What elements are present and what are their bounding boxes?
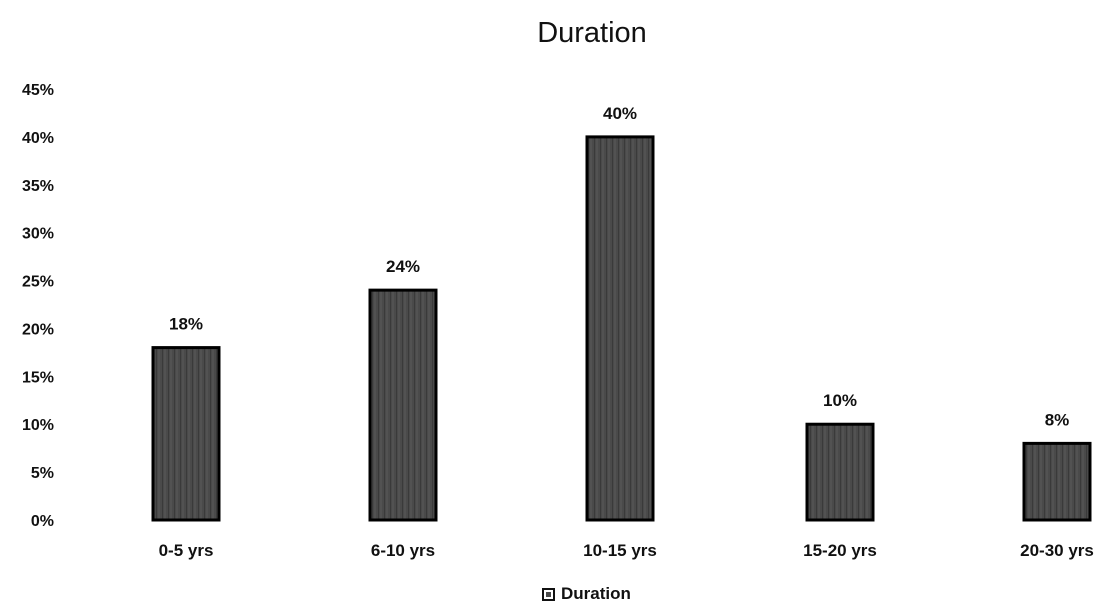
- y-tick-label: 20%: [22, 321, 54, 338]
- data-label: 10%: [823, 391, 857, 410]
- y-tick-label: 0%: [31, 513, 54, 530]
- bar: [585, 135, 655, 522]
- y-tick-label: 10%: [22, 417, 54, 434]
- y-tick-label: 35%: [22, 178, 54, 195]
- x-axis-labels: 0-5 yrs 6-10 yrs 10-15 yrs 15-20 yrs 20-30 y…: [159, 541, 1094, 560]
- y-axis-ticks: 0% 5% 10% 15% 20% 25% 30% 35% 40% 45%: [22, 82, 54, 530]
- x-category-label: 15-20 yrs: [803, 541, 877, 560]
- x-category-label: 0-5 yrs: [159, 541, 214, 560]
- bar: [151, 346, 221, 522]
- legend-label: Duration: [561, 584, 631, 603]
- bars: [151, 135, 1092, 522]
- bar: [805, 422, 875, 522]
- data-labels: 18% 24% 40% 10% 8%: [169, 104, 1069, 429]
- bar: [368, 288, 438, 522]
- x-category-label: 6-10 yrs: [371, 541, 435, 560]
- data-label: 24%: [386, 257, 420, 276]
- y-tick-label: 40%: [22, 130, 54, 147]
- y-tick-label: 45%: [22, 82, 54, 99]
- bar: [1022, 441, 1092, 522]
- legend-swatch-inner: [546, 592, 551, 597]
- data-label: 8%: [1045, 410, 1070, 429]
- legend: Duration: [542, 584, 631, 603]
- data-label: 18%: [169, 315, 203, 334]
- y-tick-label: 30%: [22, 226, 54, 243]
- y-tick-label: 25%: [22, 274, 54, 291]
- x-category-label: 20-30 yrs: [1020, 541, 1094, 560]
- data-label: 40%: [603, 104, 637, 123]
- y-tick-label: 15%: [22, 369, 54, 386]
- x-category-label: 10-15 yrs: [583, 541, 657, 560]
- chart-title: Duration: [537, 17, 647, 49]
- y-tick-label: 5%: [31, 465, 54, 482]
